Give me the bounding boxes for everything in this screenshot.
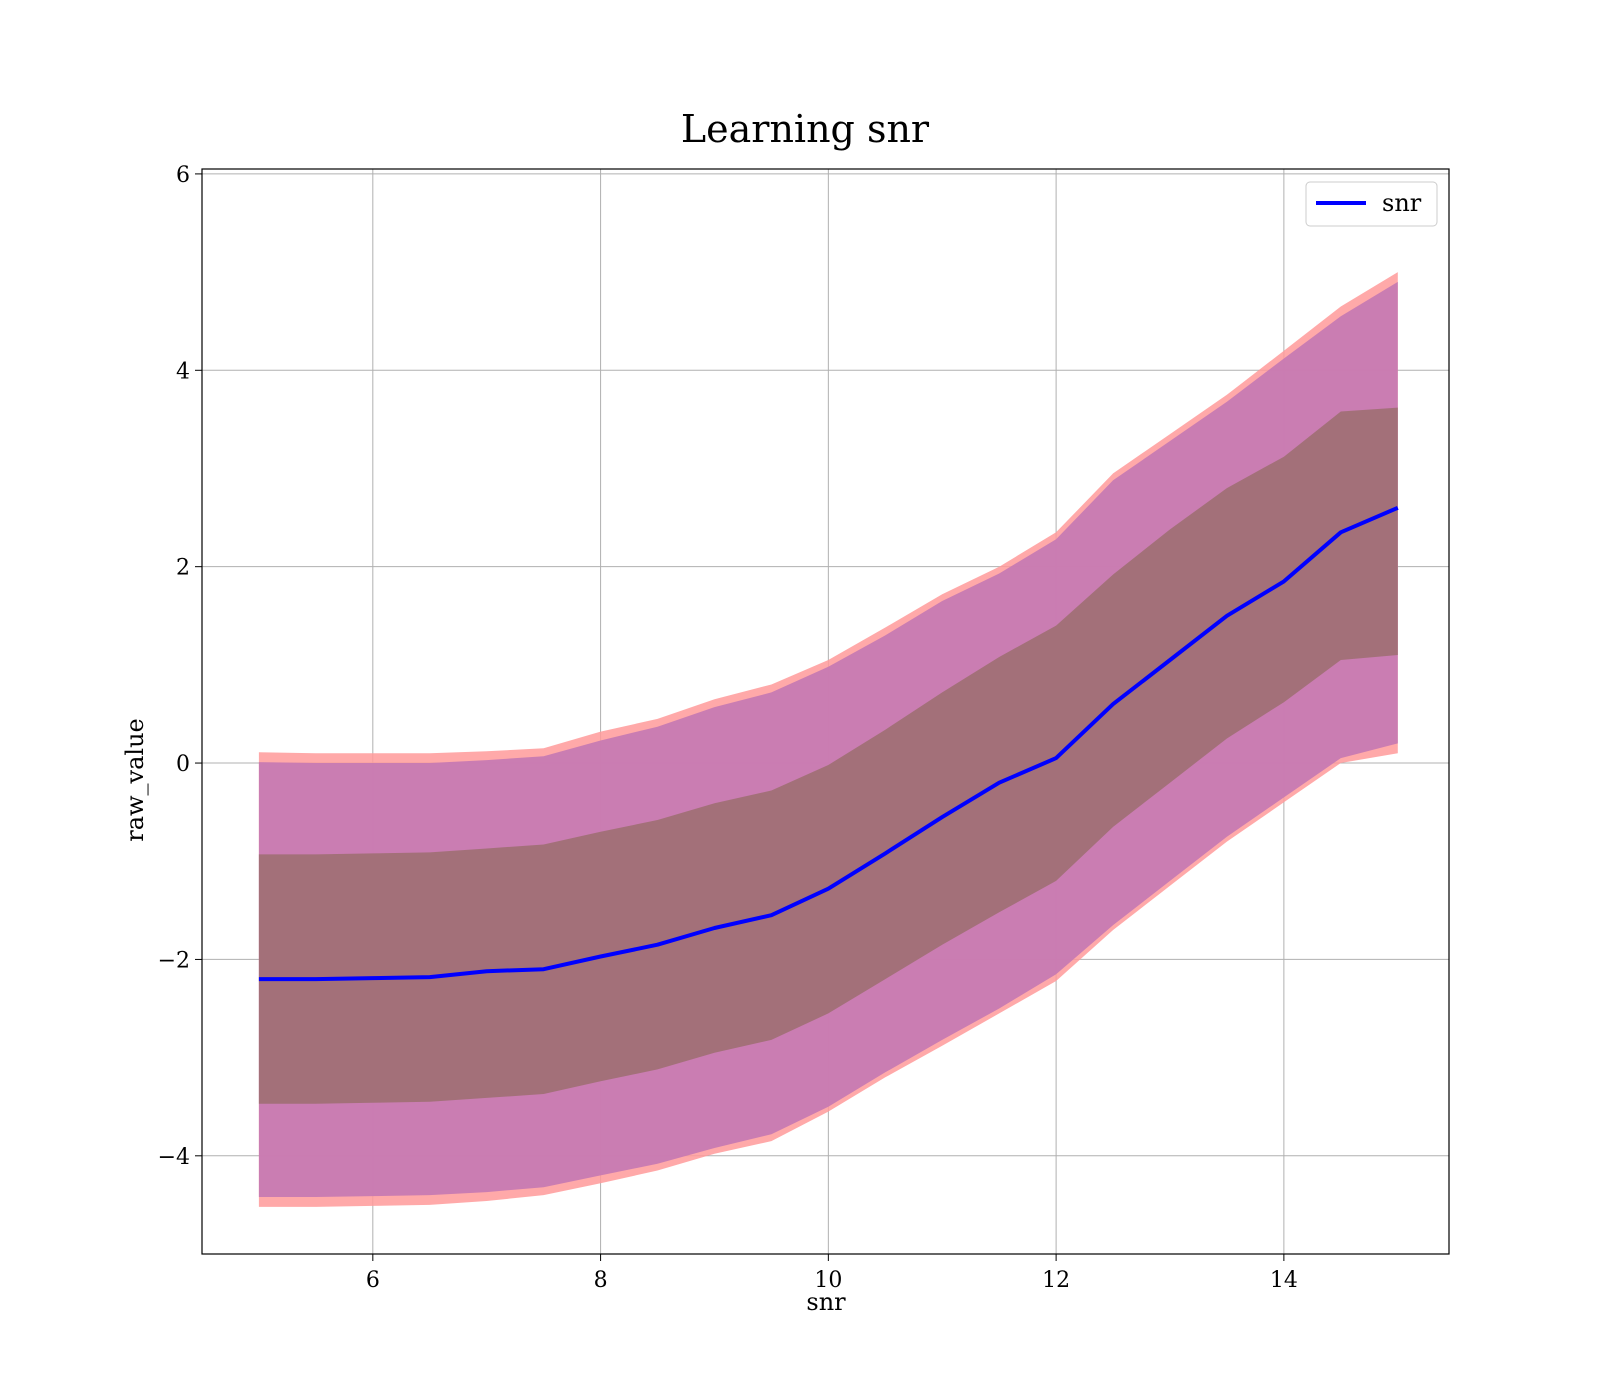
chart-title: Learning snr: [681, 107, 930, 151]
plot-frame: [201, 168, 1450, 1255]
x-tick-label: 12: [1042, 1268, 1070, 1293]
y-tick-label: −4: [158, 1145, 190, 1170]
legend-box: [1305, 181, 1438, 227]
series-line-snr: [258, 505, 1399, 982]
x-tick-label: 14: [1270, 1268, 1298, 1293]
legend: snr: [1305, 181, 1438, 227]
ticks: 6 8 10 12 14 −4 −2 0 2 4 6: [158, 163, 1298, 1293]
x-tick-label: 8: [594, 1268, 608, 1293]
y-axis-label: raw_value: [121, 718, 149, 842]
x-tick-label: 6: [366, 1268, 380, 1293]
inner-band: [258, 407, 1398, 1104]
y-tick-label: 2: [176, 556, 190, 581]
y-tick-label: 0: [176, 752, 190, 777]
x-axis-label: snr: [806, 1288, 846, 1316]
y-tick-label: 4: [176, 359, 190, 384]
x-tick-label: 10: [814, 1268, 842, 1293]
series-lines: [258, 505, 1399, 982]
legend-label-snr: snr: [1382, 189, 1422, 217]
y-tick-label: 6: [176, 163, 190, 188]
y-tick-label: −2: [158, 948, 190, 973]
